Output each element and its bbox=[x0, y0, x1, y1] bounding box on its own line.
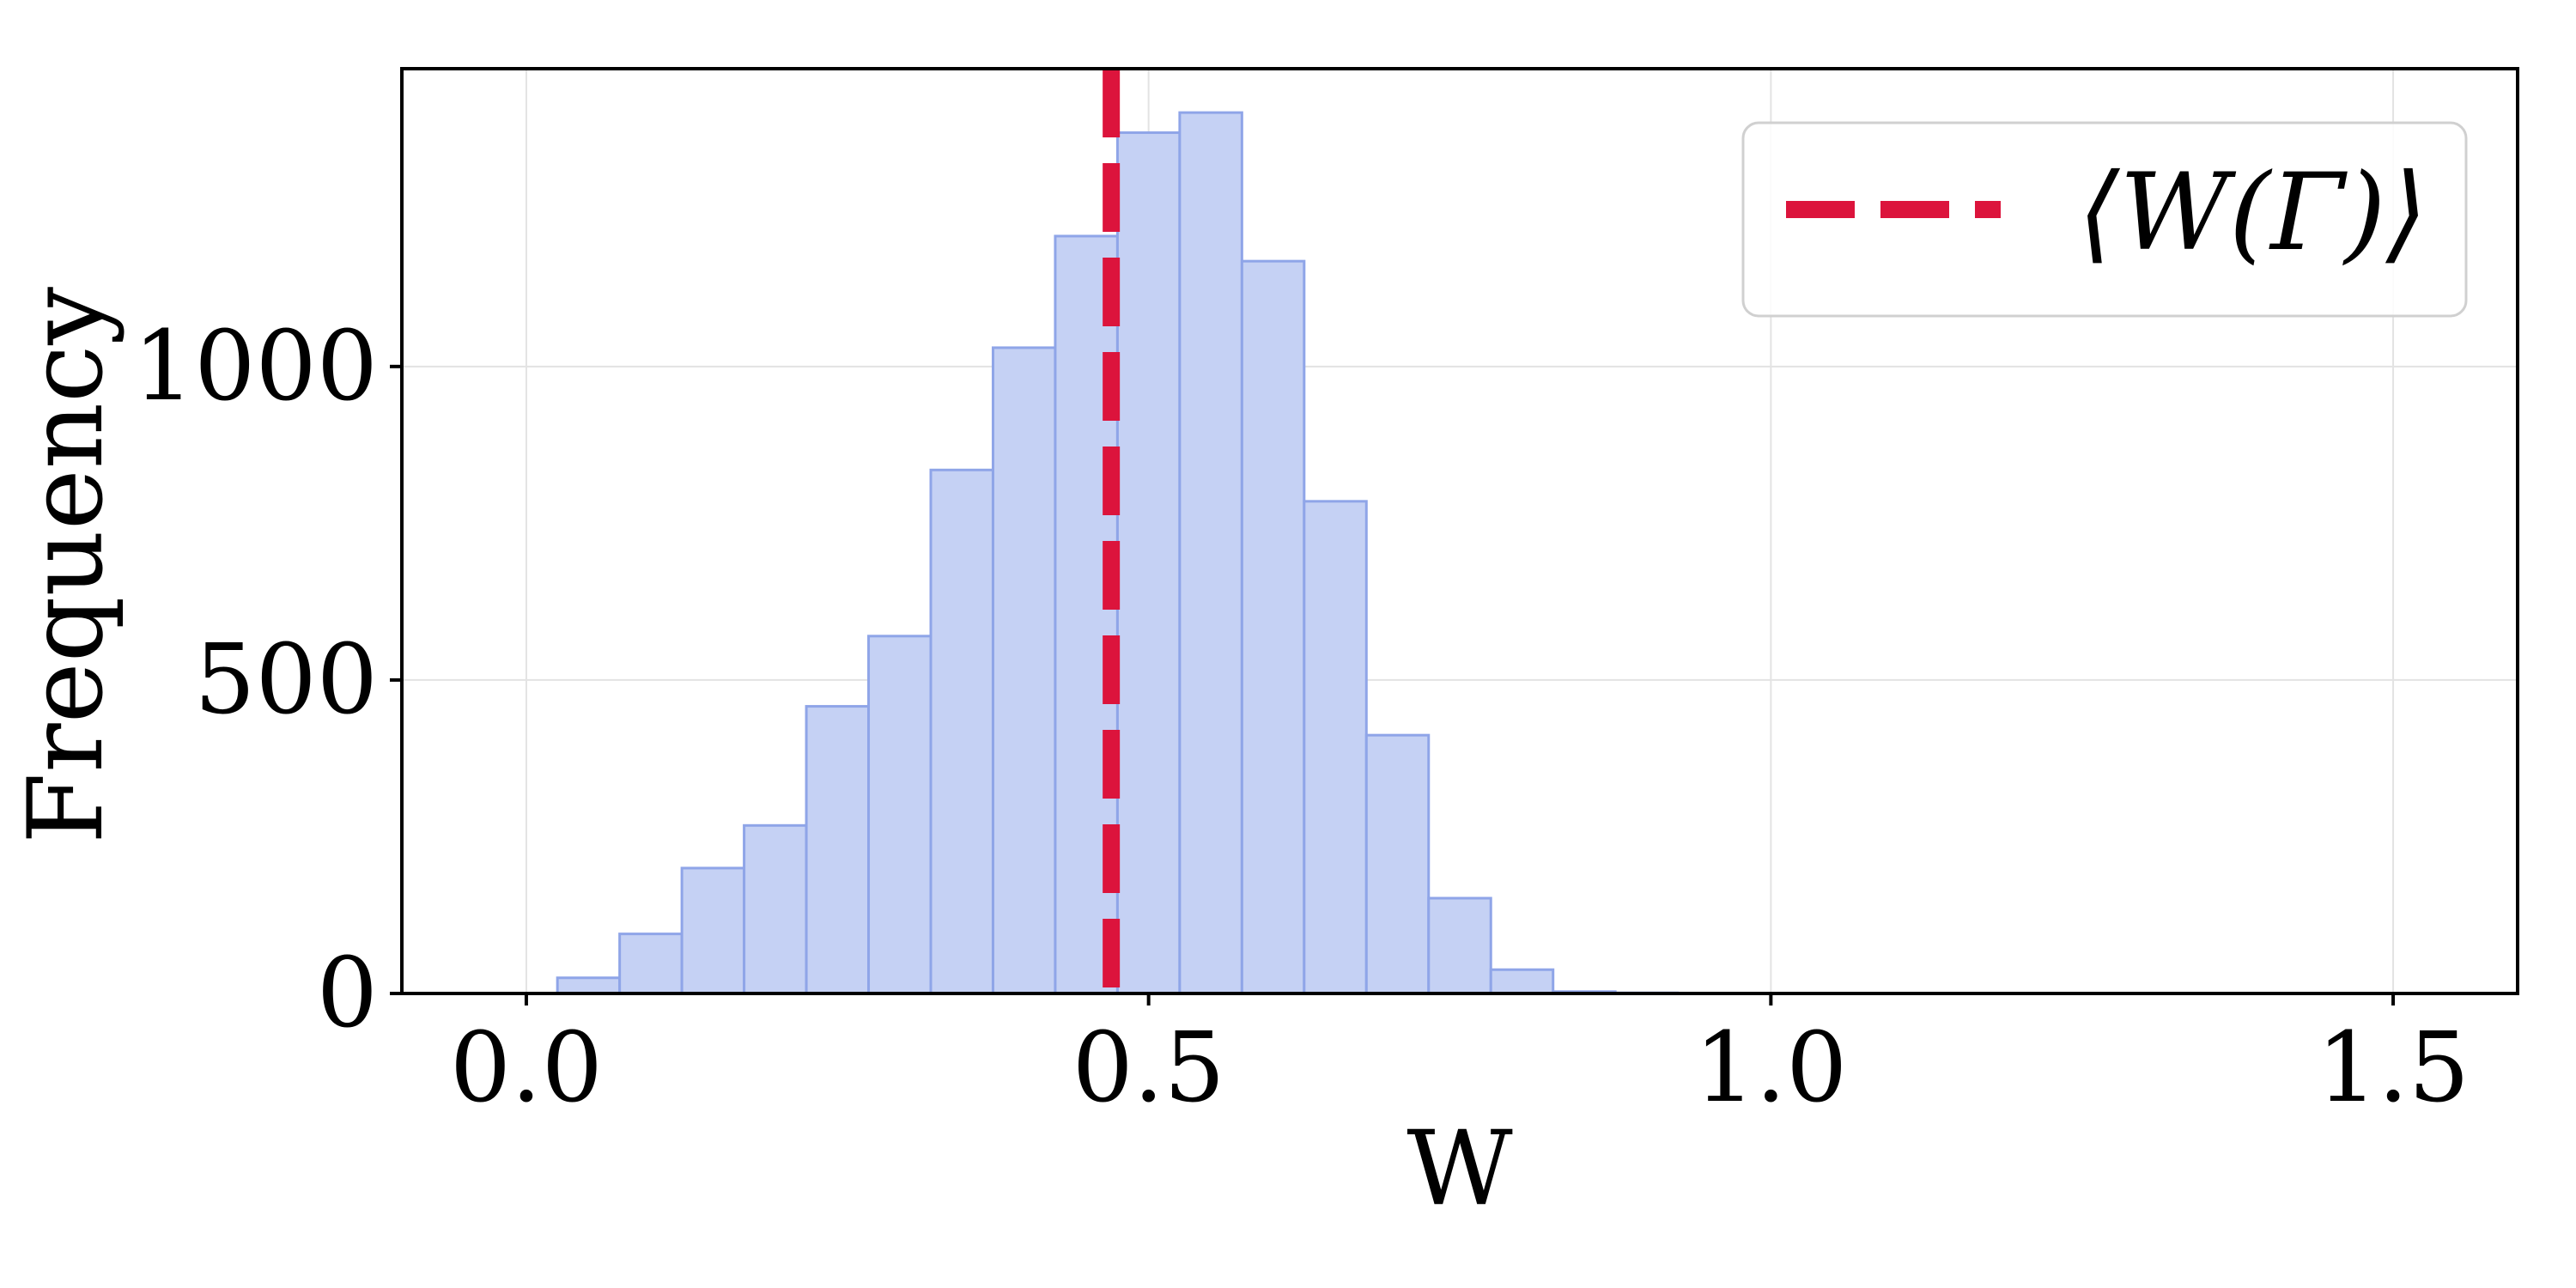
y-tick-label: 1000 bbox=[133, 311, 378, 422]
histogram-bar bbox=[991, 346, 1057, 995]
histogram-bar bbox=[1178, 111, 1243, 995]
y-tick-label: 0 bbox=[317, 938, 378, 1049]
plot-frame bbox=[400, 67, 2519, 995]
histogram-bar bbox=[556, 976, 622, 995]
axis-ticks: 0.0 0.5 1.0 1.5 0 500 1000 bbox=[133, 311, 2470, 1124]
x-tick-label: 1.0 bbox=[1694, 1012, 1847, 1124]
histogram-bar bbox=[680, 866, 746, 995]
histogram-bar bbox=[929, 468, 994, 995]
x-tick-label: 0.0 bbox=[450, 1012, 603, 1124]
histogram-bar bbox=[618, 933, 683, 995]
histogram-bar bbox=[1115, 131, 1182, 995]
histogram-bar bbox=[1489, 968, 1555, 995]
legend-mean-label: ⟨W(Γ)⟩ bbox=[2078, 151, 2427, 275]
y-axis-title: Frequency bbox=[7, 287, 126, 844]
legend-box bbox=[1741, 121, 2468, 318]
histogram-bar bbox=[1240, 259, 1306, 995]
y-tick-label: 500 bbox=[194, 624, 378, 736]
legend: ⟨W(Γ)⟩ bbox=[1741, 121, 2468, 318]
histogram-bar bbox=[1427, 896, 1492, 995]
histogram-bar bbox=[1364, 733, 1431, 995]
x-axis-title: W bbox=[1406, 1109, 1512, 1229]
x-tick-label: 0.5 bbox=[1072, 1012, 1225, 1124]
histogram-bar bbox=[743, 823, 808, 995]
histogram-bar bbox=[805, 705, 871, 995]
x-tick-label: 1.5 bbox=[2317, 1012, 2470, 1124]
histogram-bar bbox=[867, 635, 933, 995]
histogram-bar bbox=[1303, 500, 1368, 995]
